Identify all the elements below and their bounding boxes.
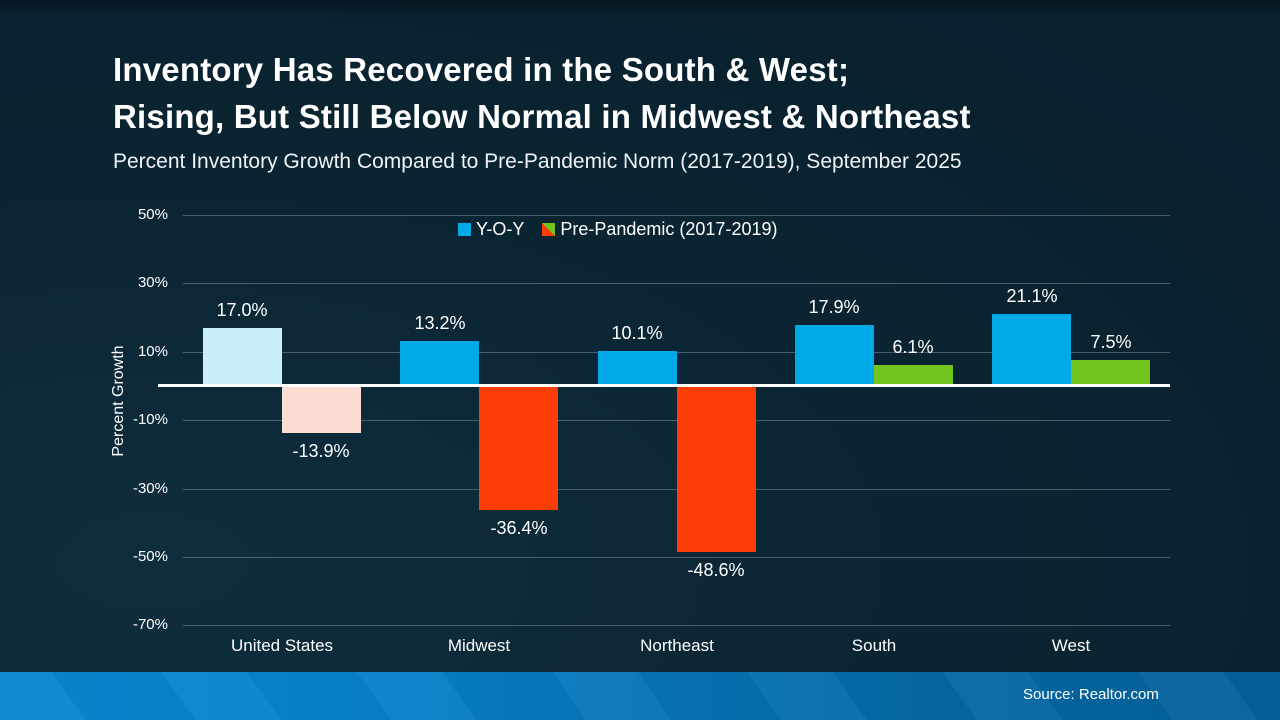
bar (992, 314, 1071, 386)
bar-value-label: 13.2% (414, 313, 466, 333)
chart-title-line1: Inventory Has Recovered in the South & W… (113, 51, 850, 88)
bar-value-label: -48.6% (687, 560, 745, 580)
bar (795, 325, 874, 386)
chart-title: Inventory Has Recovered in the South & W… (113, 46, 971, 140)
gridline (183, 489, 1170, 490)
y-axis-tick-label: 10% (137, 343, 168, 360)
zero-axis-line (158, 384, 1170, 387)
bar (479, 386, 558, 510)
source-credit: Source: Realtor.com (1023, 686, 1159, 703)
legend-swatch-icon (458, 223, 471, 236)
bar (598, 351, 677, 386)
category-label: West (1051, 636, 1091, 655)
gridline (183, 557, 1170, 558)
bar-value-label: 7.5% (1090, 332, 1132, 352)
y-axis-title: Percent Growth (110, 345, 127, 457)
bar (1071, 360, 1150, 386)
bar (677, 386, 756, 552)
gridline (183, 625, 1170, 626)
legend-item: Y-O-Y (458, 219, 524, 240)
bar-value-label: -36.4% (490, 518, 548, 538)
bar (203, 328, 282, 386)
y-axis-tick-label: -50% (132, 548, 168, 565)
legend-label: Y-O-Y (476, 219, 525, 239)
category-label: United States (230, 636, 334, 655)
bar-value-label: 10.1% (611, 323, 663, 343)
bar (400, 341, 479, 386)
chart-subtitle: Percent Inventory Growth Compared to Pre… (113, 150, 962, 173)
y-axis-tick-label: -70% (132, 616, 168, 633)
y-axis-tick-label: -10% (132, 411, 168, 428)
bar-value-label: 6.1% (892, 337, 934, 357)
legend-label: Pre-Pandemic (2017-2019) (560, 219, 778, 239)
category-label: South (851, 636, 897, 655)
chart-title-line2: Rising, But Still Below Normal in Midwes… (113, 98, 971, 135)
y-axis-tick-label: -30% (132, 480, 168, 497)
category-label: Midwest (447, 636, 511, 655)
legend: Y-O-Y Pre-Pandemic (2017-2019) (458, 219, 777, 240)
bar (282, 386, 361, 433)
legend-swatch-split-icon (542, 223, 556, 236)
bar-value-label: 21.1% (1006, 286, 1058, 306)
bar-value-label: -13.9% (292, 441, 350, 461)
category-label: Northeast (640, 636, 714, 655)
gridline (183, 283, 1170, 284)
legend-item: Pre-Pandemic (2017-2019) (542, 219, 777, 240)
gridline (183, 215, 1170, 216)
gridline (183, 420, 1170, 421)
footer-band: Source: Realtor.com (0, 672, 1280, 720)
bar-value-label: 17.0% (216, 300, 268, 320)
bar-value-label: 17.9% (808, 297, 860, 317)
y-axis-tick-label: 50% (137, 206, 168, 223)
y-axis-tick-label: 30% (137, 274, 168, 291)
bar (874, 365, 953, 386)
